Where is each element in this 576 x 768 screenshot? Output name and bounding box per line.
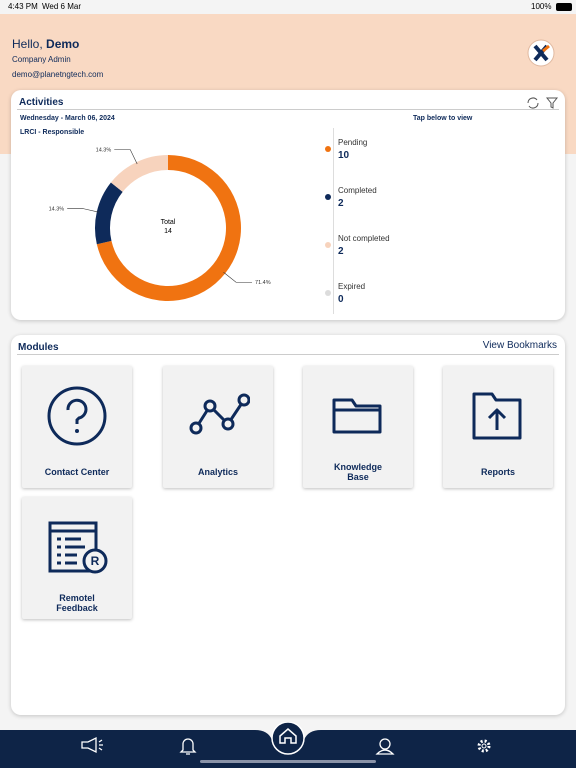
user-role: Company Admin: [12, 55, 71, 64]
module-tile[interactable]: R Remotel Feedback: [22, 497, 132, 619]
legend-label: Not completed: [338, 234, 390, 243]
legend-label: Expired: [338, 282, 366, 291]
donut-chart: Total 14 71.4% 14.3% 14.3%: [49, 148, 271, 301]
donut-segment: [95, 182, 123, 245]
module-label: Analytics: [197, 467, 239, 477]
announce-icon[interactable]: [81, 736, 103, 754]
user-name: Demo: [46, 37, 80, 51]
module-label: Reports: [480, 467, 515, 477]
bottom-nav: [0, 722, 576, 768]
status-time: 4:43 PM: [8, 2, 38, 11]
module-icon: [472, 392, 522, 440]
module-tile[interactable]: Contact Center: [22, 366, 132, 488]
legend-dot: [325, 290, 331, 296]
legend-dot: [325, 194, 331, 200]
status-date: Wed 6 Mar: [42, 2, 81, 11]
leader-line: [223, 272, 253, 283]
module-icon: [189, 393, 250, 435]
legend-value: 2: [338, 198, 344, 209]
module-tile[interactable]: Analytics: [163, 366, 273, 488]
module-icon: [332, 398, 382, 434]
module-label: Contact Center: [44, 467, 110, 477]
activities-title: Activities: [19, 97, 64, 108]
activity-actions[interactable]: [525, 96, 559, 110]
activities-filter: LRCI - Responsible: [20, 129, 85, 136]
user-email: demo@planetngtech.com: [12, 70, 104, 79]
status-battery: 100%: [531, 2, 552, 11]
legend-label: Completed: [338, 186, 377, 195]
greeting: Hello, Demo: [12, 37, 79, 51]
legend-value: 0: [338, 294, 344, 305]
view-bookmarks[interactable]: View Bookmarks: [482, 340, 557, 351]
activities-date: Wednesday - March 06, 2024: [20, 115, 115, 122]
settings-icon[interactable]: [477, 739, 491, 753]
percent-label: 14.3%: [96, 148, 112, 154]
leader-line: [114, 149, 138, 165]
center-label: Total: [161, 219, 176, 226]
logo: [527, 39, 555, 67]
svg-text:R: R: [91, 554, 100, 568]
activities-hint: Tap below to view: [413, 115, 473, 122]
modules-title: Modules: [18, 342, 59, 353]
module-tile[interactable]: Reports: [443, 366, 553, 488]
legend-divider: [333, 128, 334, 314]
module-icon: [47, 386, 107, 446]
activities-card: Activities Wednesday - March 06, 2024 LR…: [11, 90, 565, 320]
profile-icon[interactable]: [375, 738, 395, 755]
center-total: 14: [164, 228, 172, 235]
module-label: Knowledge Base: [333, 462, 382, 482]
legend-label: Pending: [338, 138, 368, 147]
home-icon[interactable]: [279, 728, 297, 744]
legend-value: 10: [338, 150, 350, 161]
module-icon: R: [48, 521, 108, 574]
modules-card: Modules View Bookmarks Contact Center An…: [11, 335, 565, 715]
legend-dot: [325, 146, 331, 152]
percent-label: 71.4%: [255, 280, 271, 286]
module-label: Remotel Feedback: [56, 593, 98, 613]
module-tile[interactable]: Knowledge Base: [303, 366, 413, 488]
battery-icon: [556, 3, 572, 11]
percent-label: 14.3%: [49, 207, 65, 213]
bell-icon[interactable]: [179, 738, 197, 755]
donut-segment: [110, 155, 168, 192]
legend-value: 2: [338, 246, 344, 257]
divider: [17, 354, 559, 355]
legend-dot: [325, 242, 331, 248]
leader-line: [67, 208, 99, 213]
greeting-text: Hello,: [12, 37, 43, 51]
divider: [17, 109, 559, 110]
